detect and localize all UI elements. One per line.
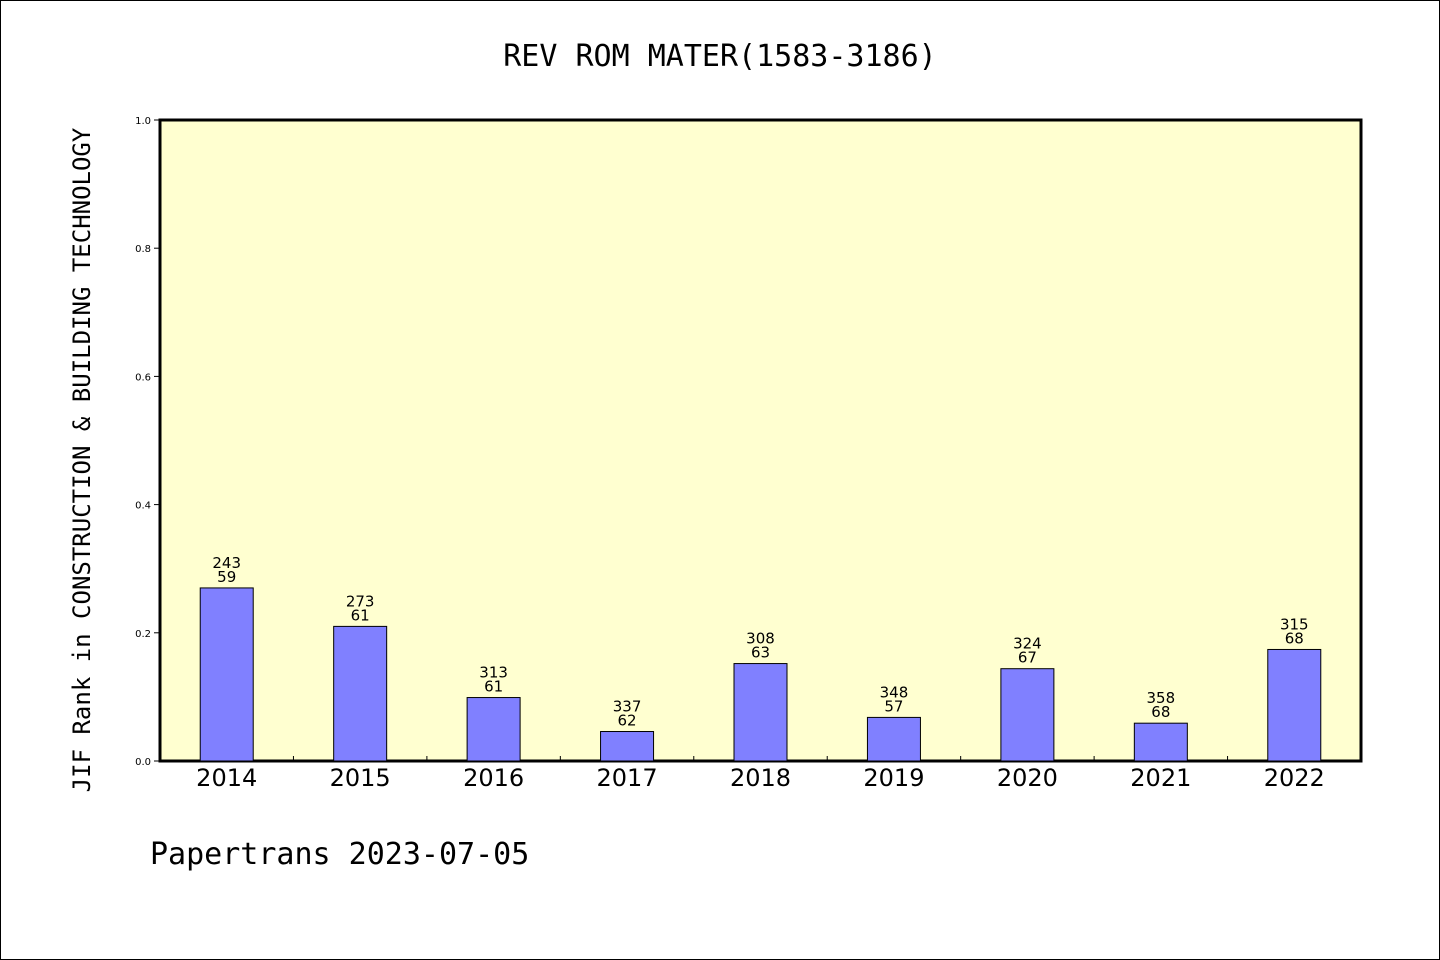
x-tick-label: 2018 bbox=[730, 764, 791, 792]
bar-label-rank: 308 bbox=[746, 630, 775, 648]
bar-2016 bbox=[466, 697, 521, 762]
bar-label-total: 67 bbox=[1018, 649, 1037, 667]
bar-label-rank: 358 bbox=[1147, 689, 1176, 707]
x-tick-label: 2019 bbox=[863, 764, 924, 792]
y-tick-label: 0.8 bbox=[135, 244, 151, 255]
bar-label-total: 61 bbox=[484, 678, 503, 696]
bar-label-rank: 348 bbox=[880, 683, 909, 701]
bar-label-rank: 313 bbox=[479, 664, 508, 682]
x-tick-label: 2016 bbox=[463, 764, 524, 792]
bar-label-total: 61 bbox=[351, 606, 370, 624]
bar-label-total: 68 bbox=[1151, 703, 1170, 721]
chart-title: REV ROM MATER(1583-3186) bbox=[503, 39, 936, 74]
bar-2021 bbox=[1133, 722, 1188, 762]
bar-label-rank: 243 bbox=[212, 554, 241, 572]
x-tick-label: 2017 bbox=[597, 764, 658, 792]
x-tick-label: 2022 bbox=[1264, 764, 1325, 792]
x-tick-label: 2021 bbox=[1130, 764, 1191, 792]
bar-2018 bbox=[733, 663, 788, 762]
y-axis: 0.0 0.2 0.4 0.6 0.8 1.0 bbox=[135, 116, 160, 768]
bar-2022 bbox=[1267, 648, 1322, 762]
bar-label-rank: 273 bbox=[346, 592, 375, 610]
x-tick-label: 2015 bbox=[330, 764, 391, 792]
bar-2019 bbox=[866, 716, 921, 762]
x-tick-label: 2014 bbox=[196, 764, 257, 792]
bar-label-rank: 337 bbox=[613, 698, 642, 716]
bar-2014 bbox=[199, 587, 254, 762]
y-tick-label: 1.0 bbox=[135, 116, 151, 127]
bar-label-total: 68 bbox=[1285, 629, 1304, 647]
bar-2017 bbox=[600, 731, 655, 762]
y-tick-label: 0.0 bbox=[135, 757, 151, 768]
x-axis: 2014 2015 2016 2017 2018 2019 2020 2021 2022 bbox=[196, 756, 1325, 792]
bar-label-total: 57 bbox=[884, 697, 903, 715]
x-tick-label: 2020 bbox=[997, 764, 1058, 792]
y-tick-label: 0.6 bbox=[135, 372, 151, 383]
y-axis-label: JIF Rank in CONSTRUCTION & BUILDING TECH… bbox=[68, 127, 96, 792]
bar-label-rank: 315 bbox=[1280, 615, 1309, 633]
y-tick-label: 0.4 bbox=[135, 501, 151, 512]
bar-label-total: 62 bbox=[618, 712, 637, 730]
bar-2020 bbox=[1000, 668, 1055, 762]
bar-series bbox=[199, 587, 1322, 762]
y-tick-label: 0.2 bbox=[135, 629, 151, 640]
bar-label-rank: 324 bbox=[1013, 635, 1042, 653]
bar-label-total: 59 bbox=[217, 568, 236, 586]
footer-credit: Papertrans 2023-07-05 bbox=[150, 837, 529, 872]
bar-value-labels: 2435927361313613376230863348573246735868… bbox=[212, 554, 1308, 730]
bar-label-total: 63 bbox=[751, 644, 770, 662]
bar-2015 bbox=[333, 625, 388, 762]
